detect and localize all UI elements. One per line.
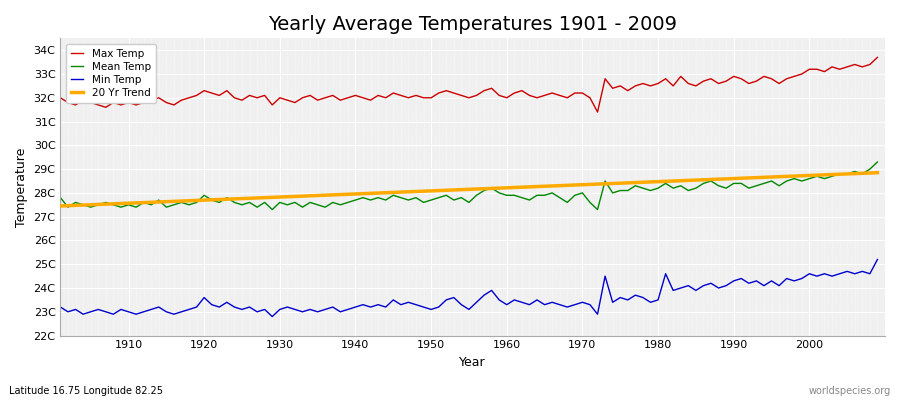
- Min Temp: [55, 305, 66, 310]
- Max Temp: [494, 93, 505, 98]
- Mean Temp: [501, 193, 512, 198]
- Mean Temp: [55, 195, 66, 200]
- Mean Temp: [115, 205, 126, 210]
- Min Temp: [501, 302, 512, 307]
- Min Temp: [599, 274, 610, 278]
- Max Temp: [282, 98, 292, 102]
- Min Temp: [266, 314, 277, 319]
- Max Temp: [55, 95, 66, 100]
- Line: Max Temp: Max Temp: [60, 57, 877, 112]
- Min Temp: [872, 257, 883, 262]
- Min Temp: [335, 310, 346, 314]
- Y-axis label: Temperature: Temperature: [15, 147, 28, 227]
- X-axis label: Year: Year: [459, 356, 486, 369]
- Min Temp: [290, 307, 301, 312]
- Max Temp: [501, 95, 512, 100]
- Max Temp: [115, 102, 126, 107]
- Text: Latitude 16.75 Longitude 82.25: Latitude 16.75 Longitude 82.25: [9, 386, 163, 396]
- Line: Min Temp: Min Temp: [60, 260, 877, 316]
- Max Temp: [592, 110, 603, 114]
- Mean Temp: [290, 200, 301, 205]
- Mean Temp: [599, 179, 610, 184]
- Mean Temp: [266, 207, 277, 212]
- Legend: Max Temp, Mean Temp, Min Temp, 20 Yr Trend: Max Temp, Mean Temp, Min Temp, 20 Yr Tre…: [66, 44, 156, 103]
- Text: worldspecies.org: worldspecies.org: [809, 386, 891, 396]
- Mean Temp: [872, 160, 883, 164]
- Min Temp: [115, 307, 126, 312]
- Mean Temp: [508, 193, 519, 198]
- Title: Yearly Average Temperatures 1901 - 2009: Yearly Average Temperatures 1901 - 2009: [268, 15, 677, 34]
- Max Temp: [872, 55, 883, 60]
- Max Temp: [599, 76, 610, 81]
- Min Temp: [508, 298, 519, 302]
- Line: Mean Temp: Mean Temp: [60, 162, 877, 210]
- Mean Temp: [335, 202, 346, 207]
- Max Temp: [328, 93, 338, 98]
